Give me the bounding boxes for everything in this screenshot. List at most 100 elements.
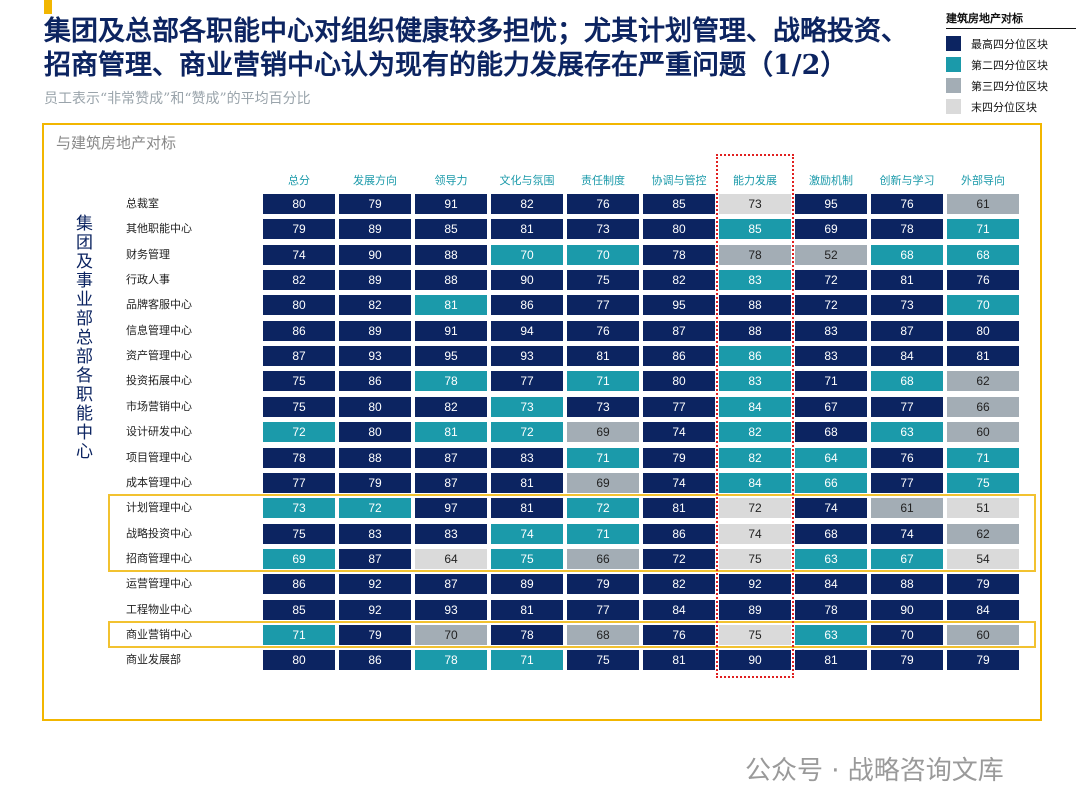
cell: 95 <box>415 346 487 367</box>
cell: 69 <box>567 422 639 443</box>
cell: 81 <box>491 498 563 519</box>
cell: 89 <box>339 320 411 341</box>
panel <box>42 123 1042 721</box>
column-header: 激励机制 <box>809 174 853 187</box>
cell: 78 <box>415 650 487 671</box>
cell: 80 <box>339 422 411 443</box>
cell: 75 <box>263 523 335 544</box>
legend-swatch <box>946 57 961 72</box>
cell: 69 <box>567 472 639 493</box>
cell: 77 <box>567 599 639 620</box>
cell: 78 <box>415 371 487 392</box>
column-header: 文化与氛围 <box>499 174 555 187</box>
title-line: 招商管理、商业营销中心认为现有的能力发展存在严重问题（1/2） <box>44 50 848 81</box>
cell: 61 <box>871 498 943 519</box>
cell: 86 <box>491 295 563 316</box>
cell: 66 <box>795 472 867 493</box>
legend-item: 末四分位区块 <box>946 96 1076 117</box>
cell: 73 <box>719 194 791 214</box>
row-label: 运营管理中心 <box>126 577 192 591</box>
cell: 88 <box>719 295 791 316</box>
cell: 87 <box>415 472 487 493</box>
column-highlight <box>716 154 794 678</box>
legend-label: 第三四分位区块 <box>971 79 1048 93</box>
cell: 74 <box>263 244 335 265</box>
cell: 78 <box>795 599 867 620</box>
cell: 63 <box>795 548 867 569</box>
cell: 89 <box>491 574 563 595</box>
row-label: 战略投资中心 <box>126 526 192 540</box>
cell: 72 <box>263 422 335 443</box>
cell: 79 <box>947 574 1019 595</box>
cell: 73 <box>567 396 639 417</box>
cell: 82 <box>415 396 487 417</box>
cell: 93 <box>339 346 411 367</box>
cell: 60 <box>947 624 1019 645</box>
cell: 78 <box>491 624 563 645</box>
row-label: 成本管理中心 <box>126 475 192 489</box>
cell: 89 <box>719 599 791 620</box>
cell: 82 <box>339 295 411 316</box>
cell: 77 <box>567 295 639 316</box>
cell: 80 <box>263 295 335 316</box>
cell: 78 <box>643 244 715 265</box>
cell: 86 <box>339 371 411 392</box>
cell: 94 <box>491 320 563 341</box>
cell: 83 <box>415 523 487 544</box>
cell: 90 <box>871 599 943 620</box>
cell: 69 <box>263 548 335 569</box>
cell: 68 <box>795 523 867 544</box>
cell: 90 <box>719 650 791 671</box>
cell: 62 <box>947 371 1019 392</box>
cell: 88 <box>719 320 791 341</box>
cell: 82 <box>719 422 791 443</box>
cell: 74 <box>643 422 715 443</box>
cell: 71 <box>947 447 1019 468</box>
legend-swatch <box>946 78 961 93</box>
cell: 87 <box>339 548 411 569</box>
column-header: 外部导向 <box>961 174 1005 187</box>
cell: 81 <box>947 346 1019 367</box>
cell: 93 <box>491 346 563 367</box>
row-label: 商业发展部 <box>126 653 181 667</box>
row-label: 项目管理中心 <box>126 450 192 464</box>
cell: 88 <box>339 447 411 468</box>
cell: 87 <box>643 320 715 341</box>
cell: 86 <box>339 650 411 671</box>
cell: 80 <box>947 320 1019 341</box>
cell: 92 <box>339 599 411 620</box>
cell: 81 <box>567 346 639 367</box>
cell: 84 <box>643 599 715 620</box>
cell: 88 <box>415 244 487 265</box>
column-header: 总分 <box>288 174 310 187</box>
row-label: 招商管理中心 <box>126 551 192 565</box>
cell: 64 <box>415 548 487 569</box>
cell: 95 <box>643 295 715 316</box>
cell: 83 <box>795 320 867 341</box>
cell: 90 <box>491 270 563 291</box>
cell: 64 <box>795 447 867 468</box>
cell: 83 <box>719 371 791 392</box>
title-line: 集团及总部各职能中心对组织健康较多担忧；尤其计划管理、战略投资、 <box>44 16 908 47</box>
cell: 71 <box>567 371 639 392</box>
cell: 86 <box>263 574 335 595</box>
cell: 83 <box>795 346 867 367</box>
cell: 76 <box>567 194 639 214</box>
cell: 89 <box>339 270 411 291</box>
cell: 75 <box>947 472 1019 493</box>
cell: 52 <box>795 244 867 265</box>
cell: 84 <box>871 346 943 367</box>
cell: 87 <box>263 346 335 367</box>
cell: 79 <box>339 194 411 214</box>
cell: 82 <box>643 270 715 291</box>
cell: 79 <box>339 472 411 493</box>
column-header: 创新与学习 <box>879 174 935 187</box>
watermark: 公众号 · 战略咨询文库 <box>745 756 1004 786</box>
row-label: 计划管理中心 <box>126 501 192 515</box>
cell: 78 <box>871 219 943 240</box>
cell: 90 <box>339 244 411 265</box>
cell: 86 <box>719 346 791 367</box>
cell: 84 <box>719 396 791 417</box>
cell: 77 <box>871 396 943 417</box>
